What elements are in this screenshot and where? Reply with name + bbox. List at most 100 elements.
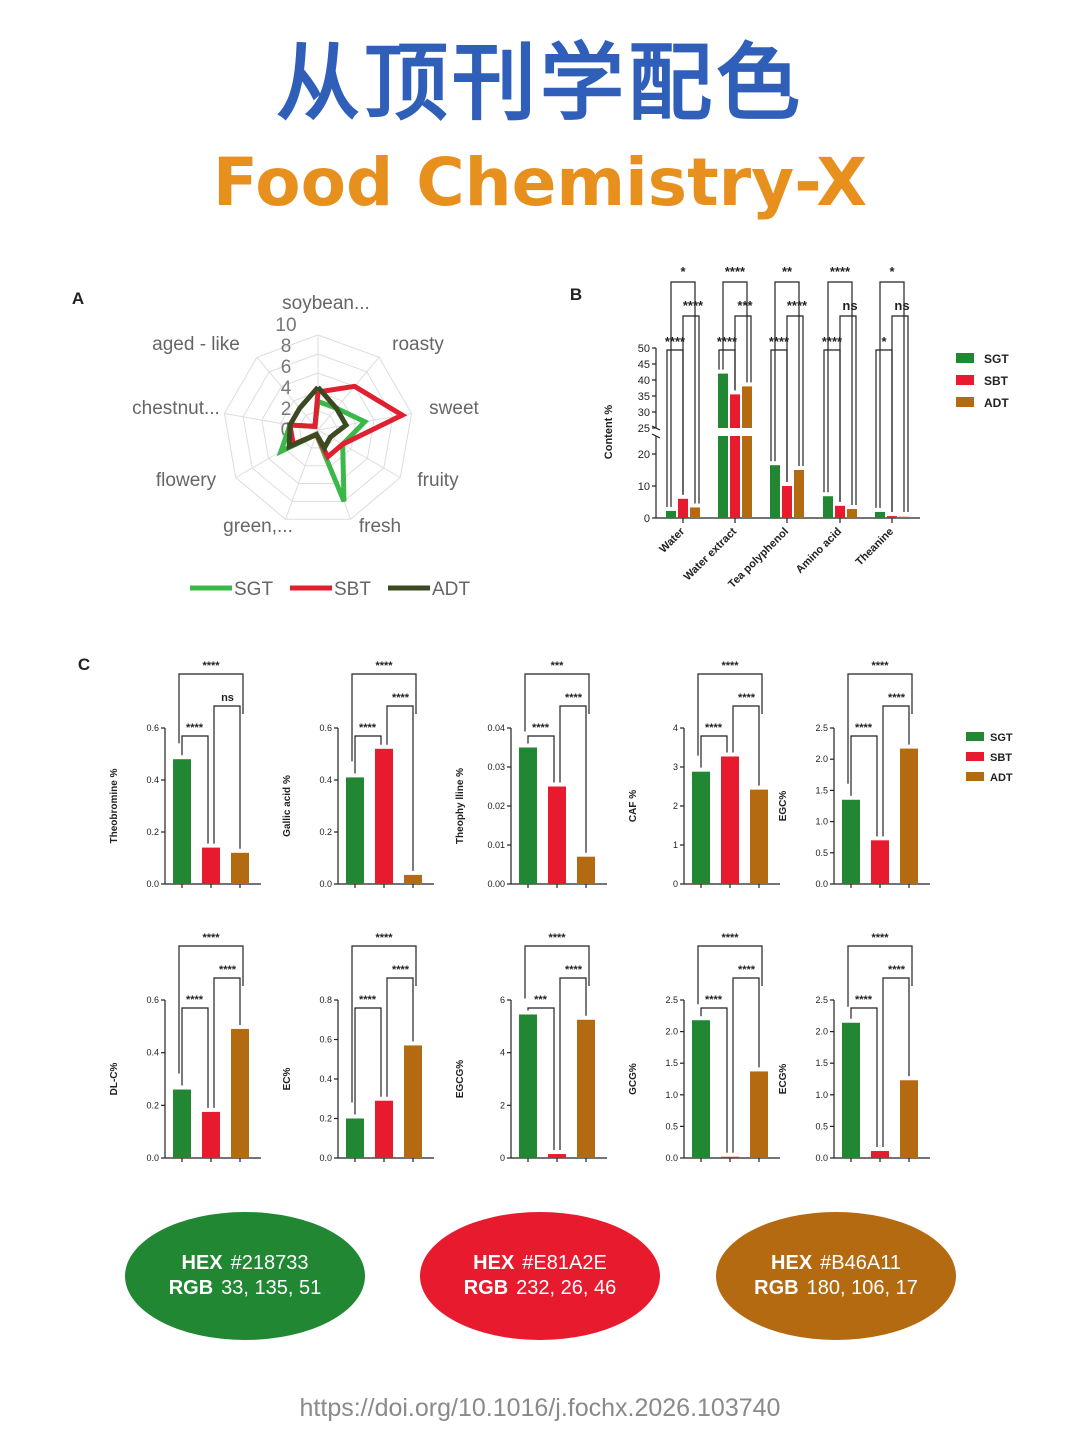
c-bar-sbt <box>202 1111 220 1158</box>
c-y-tick-label: 0.01 <box>487 840 505 850</box>
c-bar-adt <box>404 1045 422 1158</box>
c-bar-sgt <box>173 759 191 884</box>
b-sig-label: **** <box>725 264 746 279</box>
c-legend-swatch <box>966 752 984 761</box>
c-y-tick-label: 1.0 <box>815 1090 828 1100</box>
c-y-tick-label: 1.5 <box>815 785 828 795</box>
c-y-tick-label: 0.2 <box>319 1114 332 1124</box>
doi-link[interactable]: https://doi.org/10.1016/j.fochx.2026.103… <box>299 1394 781 1422</box>
c-bar-sgt <box>346 777 364 884</box>
c-y-tick-label: 4 <box>673 723 678 733</box>
c-y-tick-label: 0.02 <box>487 801 505 811</box>
c-y-tick-label: 0.5 <box>665 1121 678 1131</box>
c-sig-label: **** <box>888 692 906 704</box>
radar-legend-label: ADT <box>432 579 470 600</box>
c-sig-label: **** <box>359 722 377 734</box>
radar-axis-label: aged - like <box>152 334 240 355</box>
c-y-tick-label: 1.0 <box>815 817 828 827</box>
c-bar-sgt <box>519 747 537 884</box>
c-sig-bracket <box>386 977 414 1097</box>
radar-grid-ring <box>223 334 413 520</box>
b-sig-label: ** <box>782 264 793 279</box>
c-bar-adt <box>750 1071 768 1158</box>
radar-axis-label: flowery <box>156 470 217 491</box>
b-sig-label: * <box>881 334 887 349</box>
c-bar-sgt <box>173 1089 191 1158</box>
b-sig-label: **** <box>822 334 843 349</box>
b-y-tick-label: 35 <box>638 391 650 403</box>
b-y-tick-label: 40 <box>638 375 650 387</box>
b-y-tick-label: 25 <box>638 423 650 435</box>
radar-axis-label: chestnut... <box>132 398 220 419</box>
c-y-tick-label: 2 <box>673 801 678 811</box>
c-y-axis-label: EGC% <box>778 791 789 822</box>
c-sig-label: **** <box>871 660 889 672</box>
c-y-axis-label: GCG% <box>628 1063 639 1095</box>
b-sig-bracket <box>682 315 700 504</box>
panel-label-a: A <box>72 289 84 308</box>
c-sig-label: **** <box>219 964 237 976</box>
c-y-tick-label: 0.8 <box>319 995 332 1005</box>
c-y-tick-label: 2.5 <box>815 723 828 733</box>
c-y-axis-label: CAF % <box>628 790 639 822</box>
radar-axis-label: roasty <box>392 334 444 355</box>
b-bar-adt <box>690 507 700 518</box>
c-y-tick-label: 0.5 <box>815 1121 828 1131</box>
radar-grid-ring <box>298 410 338 449</box>
swatch-hex-value: #218733 <box>230 1252 309 1274</box>
c-y-tick-label: 0.4 <box>319 1074 332 1084</box>
radar-spoke <box>256 356 319 431</box>
panel-label-c: C <box>78 655 90 674</box>
c-sig-label: **** <box>871 932 889 944</box>
c-sig-label: **** <box>888 964 906 976</box>
c-sig-bracket <box>700 1007 728 1153</box>
b-bar-sbt <box>835 505 845 518</box>
c-sig-bracket <box>178 673 244 744</box>
radar-r-tick-label: 4 <box>281 378 292 399</box>
radar-r-tick-label: 2 <box>281 399 292 420</box>
b-sig-label: **** <box>787 298 808 313</box>
b-bar-sbt <box>782 486 792 518</box>
b-y-tick-label: 0 <box>644 513 650 525</box>
color-swatch-brown: HEX #B46A11 RGB 180, 106, 17 <box>716 1212 956 1340</box>
c-bar-sgt <box>842 1022 860 1158</box>
figure-canvas: A BC0246810soybean...roastysweetfruityfre… <box>72 264 1013 1163</box>
c-sig-bracket <box>850 1007 878 1148</box>
radar-axis-label: fresh <box>359 516 401 537</box>
c-y-tick-label: 6 <box>500 995 505 1005</box>
b-sig-bracket <box>839 315 857 506</box>
c-sig-label: **** <box>738 964 756 976</box>
b-sig-bracket <box>666 349 684 507</box>
c-sig-label: **** <box>855 722 873 734</box>
c-sig-bracket <box>351 673 417 762</box>
c-y-tick-label: 4 <box>500 1048 505 1058</box>
c-y-axis-label: DL-C% <box>109 1063 120 1096</box>
c-bar-sbt <box>548 1154 566 1158</box>
c-sig-label: *** <box>551 660 565 672</box>
b-bar-sbt <box>730 394 740 428</box>
c-sig-bracket <box>732 977 760 1153</box>
b-sig-bracket <box>774 281 800 466</box>
b-x-tick-label: Water extract <box>682 525 740 583</box>
c-y-axis-label: EGCG% <box>455 1060 466 1098</box>
c-y-tick-label: 0.2 <box>146 827 159 837</box>
c-legend-swatch <box>966 772 984 781</box>
b-bar-adt <box>742 386 752 428</box>
c-y-tick-label: 0.03 <box>487 762 505 772</box>
b-sig-label: * <box>680 264 686 279</box>
c-sig-label: **** <box>202 932 220 944</box>
radar-series-adt <box>286 385 350 453</box>
b-y-tick-label: 20 <box>638 449 650 461</box>
c-bar-adt <box>577 1019 595 1158</box>
page-title-cn: 从顶刊学配色 <box>275 34 804 132</box>
c-bar-adt <box>231 1028 249 1158</box>
radar-grid-ring <box>261 372 375 485</box>
c-sig-bracket <box>354 1007 382 1115</box>
radar-r-tick-label: 6 <box>281 357 292 378</box>
b-x-tick-label: Water <box>657 525 687 555</box>
c-sig-bracket <box>524 673 590 732</box>
radar-legend-label: SBT <box>334 579 371 600</box>
c-sig-bracket <box>732 705 760 786</box>
c-sig-bracket <box>882 705 910 837</box>
c-bar-sgt <box>346 1118 364 1158</box>
